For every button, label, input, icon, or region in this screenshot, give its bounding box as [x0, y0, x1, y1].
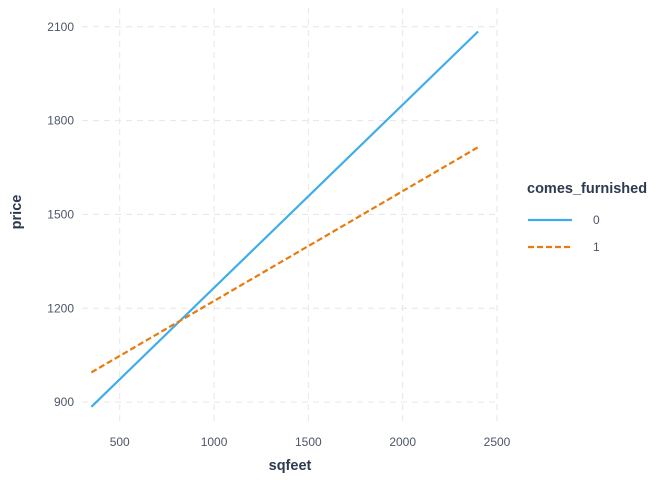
series-line-1: [90, 146, 479, 374]
y-tick-label: 2100: [47, 20, 74, 34]
legend-label-0: 0: [593, 213, 600, 227]
grid-lines: [82, 8, 498, 424]
y-tick-label: 1500: [47, 207, 74, 221]
x-tick-label: 1000: [201, 435, 228, 449]
x-tick-label: 2000: [389, 435, 416, 449]
x-axis-ticks: 500 1000 1500 2000 2500: [110, 435, 511, 449]
y-tick-label: 900: [54, 395, 74, 409]
y-tick-label: 1200: [47, 301, 74, 315]
y-axis-ticks: 900 1200 1500 1800 2100: [47, 20, 74, 409]
legend-items: 01: [528, 213, 600, 254]
x-tick-label: 1500: [295, 435, 322, 449]
legend-title: comes_furnished: [527, 181, 647, 197]
series-line-0: [90, 30, 479, 408]
x-tick-label: 2500: [484, 435, 511, 449]
x-tick-label: 500: [110, 435, 130, 449]
legend: comes_furnished 01: [527, 181, 647, 254]
x-axis-title: sqfeet: [269, 458, 312, 474]
y-tick-label: 1800: [47, 114, 74, 128]
y-axis-title: price: [9, 195, 25, 230]
legend-label-1: 1: [593, 240, 600, 254]
series-lines: [90, 30, 479, 408]
